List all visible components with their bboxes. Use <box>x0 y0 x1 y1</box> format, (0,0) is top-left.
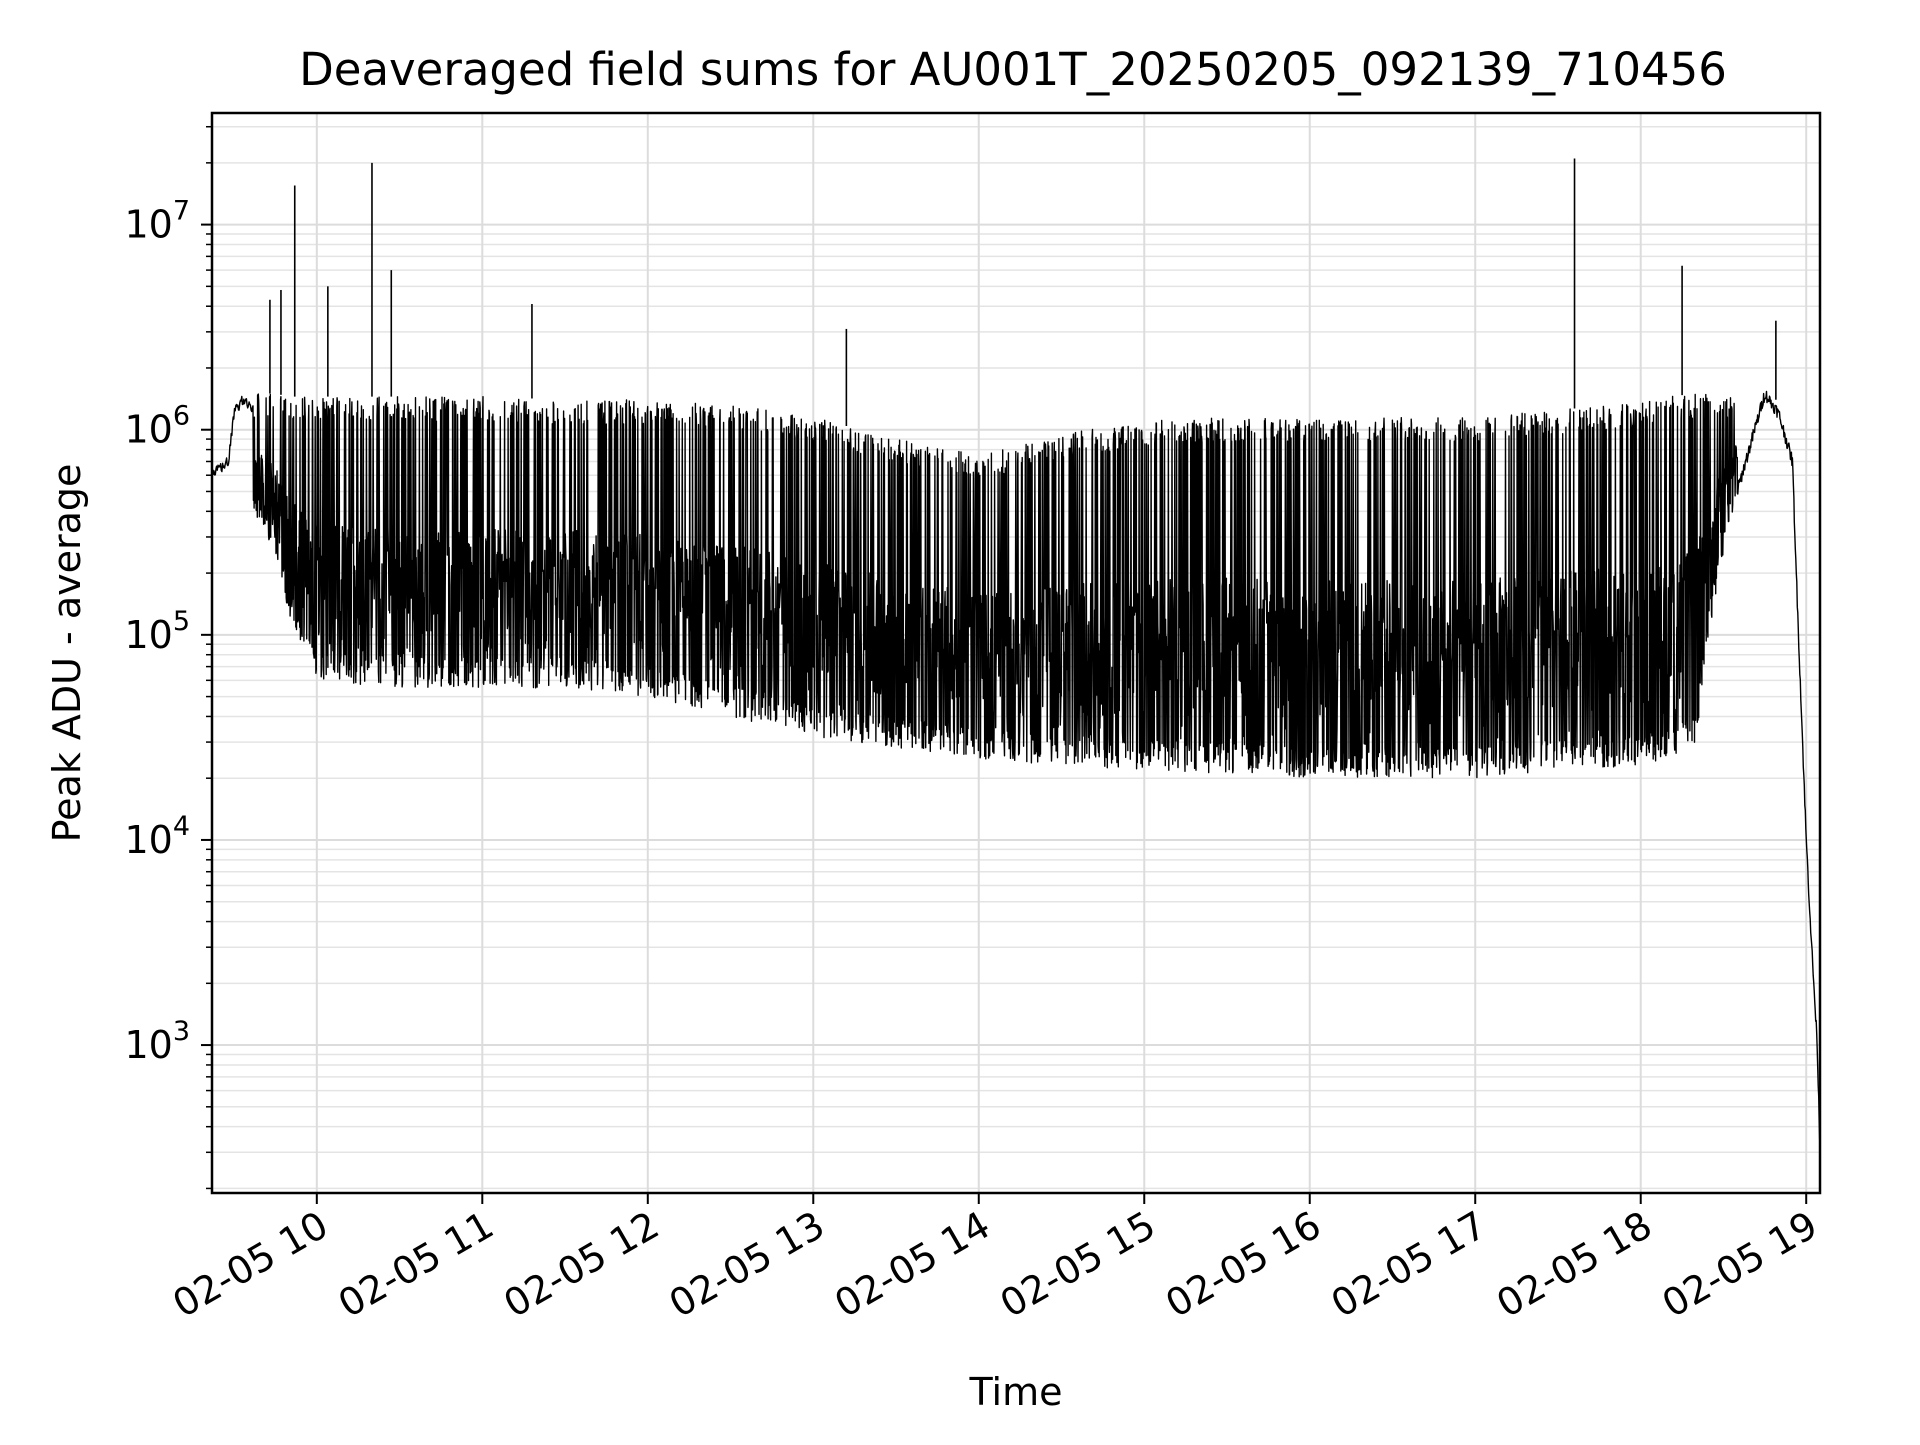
y-tick-label-base: 10 <box>124 613 172 657</box>
y-tick-label-exponent: 4 <box>173 811 190 842</box>
y-tick-label: 103 <box>124 1016 190 1067</box>
y-tick-label-exponent: 7 <box>173 196 190 227</box>
y-tick-label: 104 <box>124 811 190 862</box>
y-tick-label-base: 10 <box>124 818 172 862</box>
series-line <box>211 390 1821 1142</box>
y-tick-label: 105 <box>124 606 190 657</box>
chart-title: Deaveraged field sums for AU001T_2025020… <box>299 43 1727 96</box>
y-tick-label: 107 <box>124 196 190 247</box>
y-axis-label: Peak ADU - average <box>45 464 89 843</box>
y-tick-label-exponent: 6 <box>173 401 190 432</box>
y-tick-label-base: 10 <box>124 1023 172 1067</box>
x-axis-label: Time <box>969 1370 1063 1414</box>
y-tick-label-exponent: 3 <box>173 1016 190 1047</box>
y-tick-label-base: 10 <box>124 203 172 247</box>
y-tick-label-exponent: 5 <box>173 606 190 637</box>
data-layer <box>211 158 1821 1142</box>
plot-area-frame <box>210 111 1822 1195</box>
y-tick-label-base: 10 <box>124 408 172 452</box>
axis-ticks <box>201 125 1808 1204</box>
y-tick-label: 106 <box>124 401 190 452</box>
